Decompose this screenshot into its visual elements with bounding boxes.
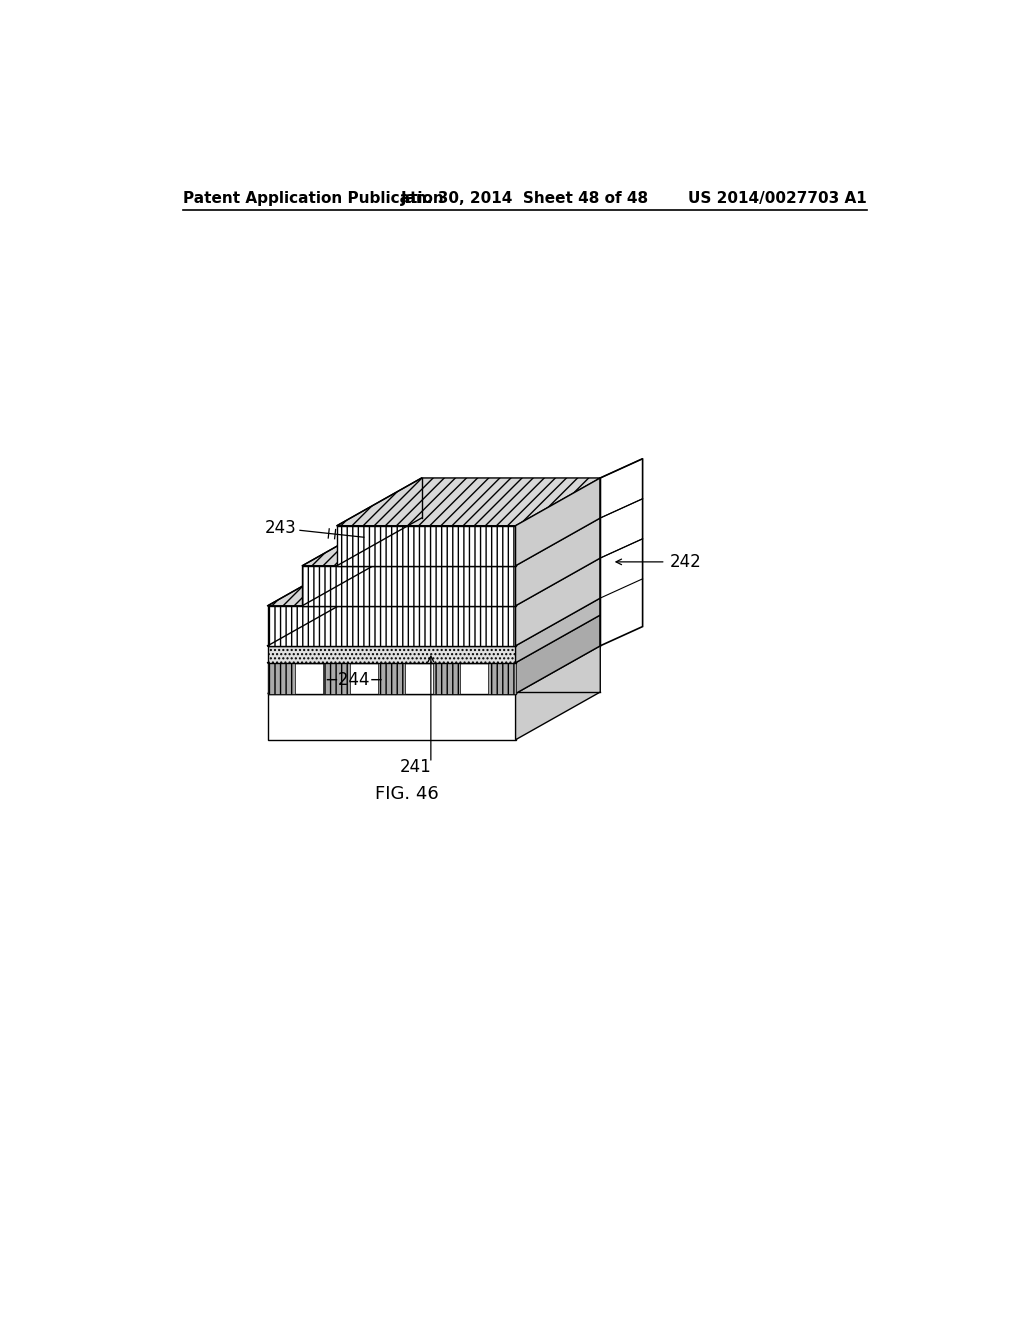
Polygon shape <box>267 598 600 645</box>
Text: FIG. 46: FIG. 46 <box>375 784 439 803</box>
Polygon shape <box>267 615 600 663</box>
Text: −244−: −244− <box>325 672 384 689</box>
Polygon shape <box>337 525 515 566</box>
Polygon shape <box>323 663 350 693</box>
Polygon shape <box>267 663 515 693</box>
Polygon shape <box>267 558 600 606</box>
Text: 241: 241 <box>399 758 431 776</box>
Polygon shape <box>515 645 600 739</box>
Text: 242: 242 <box>670 553 701 570</box>
Polygon shape <box>515 558 600 645</box>
Polygon shape <box>267 645 600 693</box>
Polygon shape <box>267 693 515 739</box>
Polygon shape <box>302 517 600 566</box>
Polygon shape <box>378 615 490 663</box>
Polygon shape <box>488 663 515 693</box>
Text: Jan. 30, 2014  Sheet 48 of 48: Jan. 30, 2014 Sheet 48 of 48 <box>400 191 649 206</box>
Polygon shape <box>267 663 295 693</box>
Polygon shape <box>302 566 515 606</box>
Text: Patent Application Publication: Patent Application Publication <box>183 191 443 206</box>
Polygon shape <box>515 615 600 693</box>
Polygon shape <box>515 517 600 606</box>
Polygon shape <box>337 478 600 525</box>
Polygon shape <box>515 598 600 663</box>
Polygon shape <box>488 615 600 663</box>
Polygon shape <box>323 615 435 663</box>
Text: US 2014/0027703 A1: US 2014/0027703 A1 <box>688 191 866 206</box>
Polygon shape <box>515 478 600 566</box>
Polygon shape <box>267 615 380 663</box>
Polygon shape <box>433 615 545 663</box>
Text: 243: 243 <box>264 519 296 537</box>
Polygon shape <box>267 645 515 663</box>
Polygon shape <box>433 663 461 693</box>
Polygon shape <box>378 663 406 693</box>
Polygon shape <box>600 459 643 645</box>
Polygon shape <box>267 606 515 645</box>
